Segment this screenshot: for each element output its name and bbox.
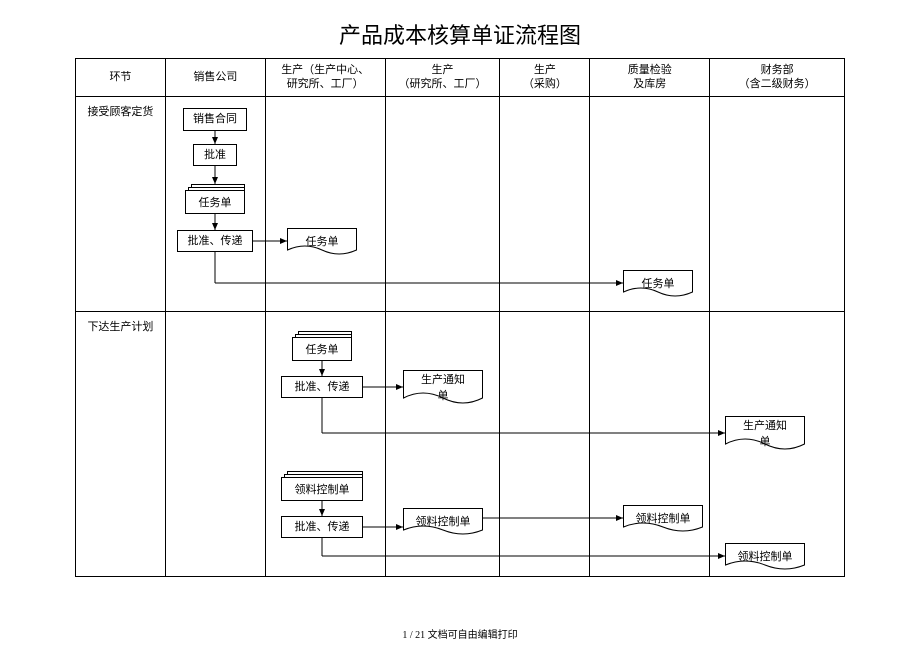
- phase-2-row: 下达生产计划: [76, 312, 845, 577]
- col-header-qc: 质量检验 及库房: [590, 59, 710, 97]
- col-header-phase: 环节: [76, 59, 166, 97]
- page-title: 产品成本核算单证流程图: [0, 0, 920, 58]
- header-row: 环节 销售公司 生产（生产中心、 研究所、工厂） 生产 （研究所、工厂） 生产 …: [76, 59, 845, 97]
- col-header-purchase: 生产 （采购）: [500, 59, 590, 97]
- swimlane-grid: 环节 销售公司 生产（生产中心、 研究所、工厂） 生产 （研究所、工厂） 生产 …: [75, 58, 845, 577]
- col-header-sales: 销售公司: [166, 59, 266, 97]
- phase-1-row: 接受顾客定货: [76, 97, 845, 312]
- phase-2-label: 下达生产计划: [76, 312, 166, 577]
- col-header-prod-factory: 生产 （研究所、工厂）: [386, 59, 501, 97]
- col-header-finance: 财务部 （含二级财务）: [710, 59, 845, 97]
- phase-1-label: 接受顾客定货: [76, 97, 166, 312]
- col-header-prod-center: 生产（生产中心、 研究所、工厂）: [266, 59, 386, 97]
- page-footer: 1 / 21 文档可自由编辑打印: [0, 626, 920, 641]
